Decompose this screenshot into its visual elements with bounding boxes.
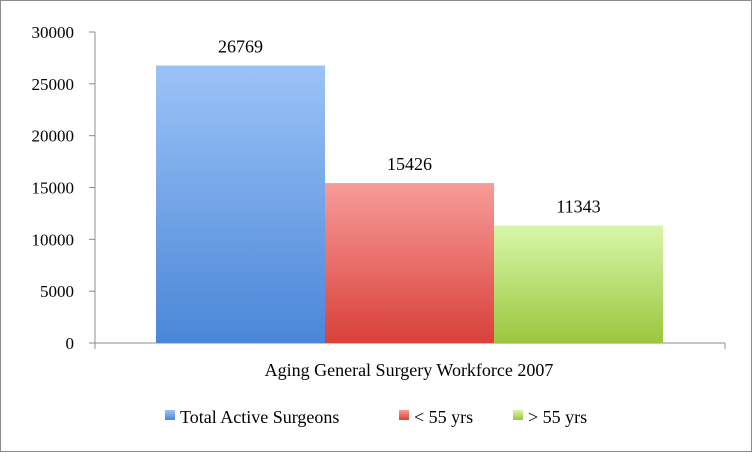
legend-swatch-1 xyxy=(165,410,175,420)
y-tick-label: 30000 xyxy=(32,23,75,42)
y-tick-label: 15000 xyxy=(32,179,75,198)
legend: Total Active Surgeons < 55 yrs > 55 yrs xyxy=(165,407,587,427)
y-axis: 0 5000 10000 15000 20000 25000 30000 xyxy=(32,23,96,353)
bars xyxy=(156,65,663,344)
data-label-1: 26769 xyxy=(218,36,263,56)
data-label-3: 11343 xyxy=(556,196,600,216)
legend-label-2: < 55 yrs xyxy=(414,407,473,427)
y-tick-label: 10000 xyxy=(32,230,75,249)
data-label-2: 15426 xyxy=(387,154,432,174)
y-tick-label: 25000 xyxy=(32,75,75,94)
y-tick-label: 20000 xyxy=(32,127,75,146)
data-labels: 26769 15426 11343 xyxy=(218,36,601,216)
x-axis xyxy=(94,342,726,349)
category-label: Aging General Surgery Workforce 2007 xyxy=(265,360,554,380)
legend-swatch-3 xyxy=(513,410,523,420)
bar-1 xyxy=(156,65,325,344)
bar-3 xyxy=(494,225,663,343)
y-tick-label: 5000 xyxy=(40,282,74,301)
legend-label-3: > 55 yrs xyxy=(528,407,587,427)
legend-swatch-2 xyxy=(399,410,409,420)
legend-label-1: Total Active Surgeons xyxy=(180,407,339,427)
y-tick-label: 0 xyxy=(66,334,75,353)
bar-2 xyxy=(325,183,494,343)
